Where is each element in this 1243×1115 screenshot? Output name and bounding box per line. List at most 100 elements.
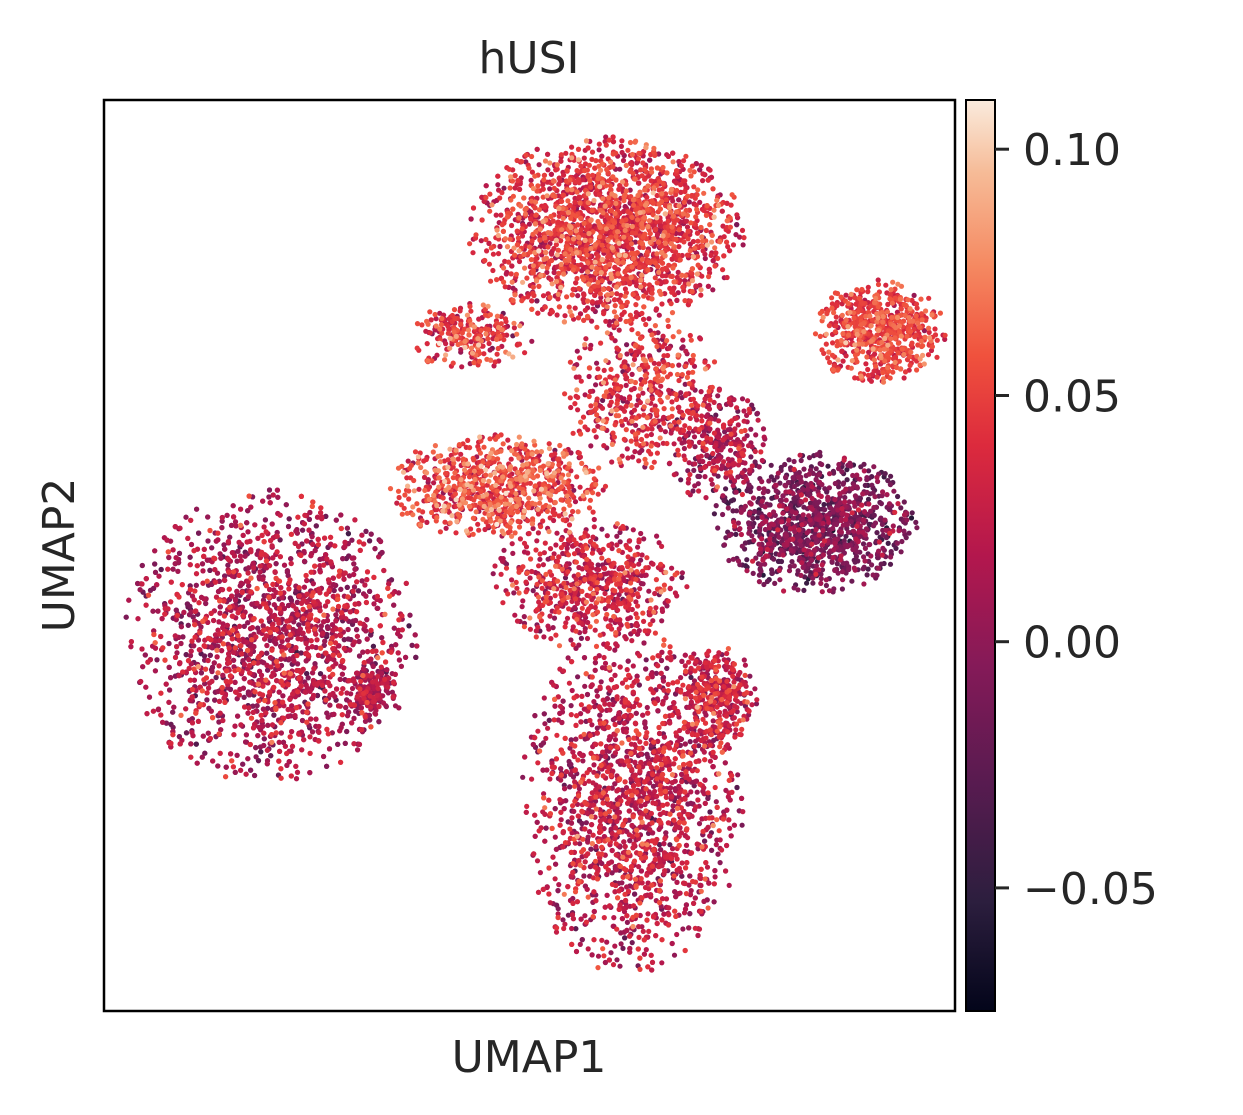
scatter-point (741, 657, 747, 663)
scatter-point (583, 820, 590, 826)
scatter-point (367, 538, 373, 544)
scatter-point (588, 846, 594, 852)
scatter-point (772, 482, 779, 488)
scatter-point (606, 322, 613, 328)
scatter-point (617, 963, 623, 969)
scatter-point (530, 588, 536, 594)
scatter-point (861, 517, 867, 523)
scatter-point (568, 761, 574, 767)
scatter-point (832, 480, 838, 487)
scatter-point (884, 492, 890, 498)
scatter-point (235, 548, 241, 554)
scatter-point (571, 808, 577, 815)
scatter-point (307, 770, 313, 776)
scatter-point (713, 503, 719, 509)
scatter-point (349, 555, 355, 561)
scatter-point (722, 760, 728, 766)
scatter-point (720, 511, 726, 518)
scatter-point (338, 512, 344, 518)
scatter-point (596, 147, 602, 153)
scatter-points (123, 134, 948, 973)
scatter-point (317, 671, 324, 677)
scatter-point (786, 568, 793, 574)
scatter-point (598, 679, 604, 685)
scatter-point (370, 663, 376, 670)
scatter-point (258, 749, 264, 755)
scatter-point (338, 586, 344, 592)
scatter-point (624, 342, 630, 348)
scatter-point (285, 523, 292, 530)
scatter-point (807, 517, 813, 523)
scatter-point (519, 604, 525, 610)
scatter-point (621, 396, 627, 402)
scatter-point (801, 466, 807, 472)
scatter-point (822, 507, 828, 513)
scatter-point (744, 557, 750, 563)
scatter-point (871, 464, 877, 470)
scatter-point (756, 464, 762, 470)
scatter-point (861, 461, 867, 467)
scatter-point (854, 472, 860, 478)
scatter-point (591, 704, 598, 710)
scatter-point (704, 452, 710, 458)
scatter-point (285, 637, 291, 643)
scatter-point (742, 503, 749, 509)
scatter-point (286, 516, 292, 522)
scatter-point (602, 660, 609, 667)
scatter-point (715, 525, 721, 531)
scatter-point (760, 426, 767, 432)
scatter-point (744, 568, 750, 574)
scatter-point (847, 460, 853, 466)
scatter-point (326, 746, 333, 752)
scatter-point (262, 517, 268, 523)
scatter-point (878, 561, 884, 567)
scatter-point (839, 569, 846, 575)
scatter-point (203, 600, 209, 607)
scatter-point (266, 487, 273, 493)
scatter-point (247, 692, 253, 698)
scatter-point (760, 572, 766, 578)
scatter-point (669, 940, 675, 947)
scatter-point (579, 820, 585, 827)
scatter-point (245, 529, 251, 535)
scatter-point (737, 234, 743, 240)
scatter-point (730, 497, 737, 503)
scatter-point (241, 676, 247, 682)
scatter-point (271, 712, 277, 718)
scatter-point (301, 558, 308, 565)
scatter-point (691, 467, 697, 473)
scatter-point (702, 838, 708, 844)
scatter-point (756, 509, 762, 516)
scatter-point (759, 479, 765, 485)
scatter-point (232, 769, 238, 776)
scatter-point (585, 834, 591, 840)
scatter-point (679, 574, 685, 581)
scatter-point (215, 763, 221, 769)
scatter-point (898, 549, 904, 555)
scatter-point (814, 452, 820, 458)
scatter-point (674, 879, 680, 885)
scatter-point (544, 767, 550, 773)
scatter-point (694, 789, 700, 795)
scatter-point (582, 683, 588, 689)
scatter-point (608, 826, 614, 832)
scatter-point (376, 719, 382, 725)
scatter-point (183, 652, 189, 658)
scatter-point (511, 590, 517, 596)
scatter-point (721, 542, 728, 548)
scatter-point (772, 580, 778, 587)
scatter-point (368, 656, 374, 662)
scatter-point (840, 522, 846, 528)
scatter-point (735, 558, 742, 564)
scatter-point (487, 347, 493, 353)
scatter-point (201, 596, 207, 602)
scatter-point (876, 548, 882, 554)
scatter-point (809, 557, 815, 563)
scatter-point (825, 494, 831, 500)
scatter-point (851, 528, 857, 534)
scatter-point (576, 642, 582, 648)
scatter-point (245, 620, 251, 626)
scatter-point (530, 741, 536, 748)
scatter-point (540, 740, 547, 746)
scatter-point (171, 704, 177, 710)
